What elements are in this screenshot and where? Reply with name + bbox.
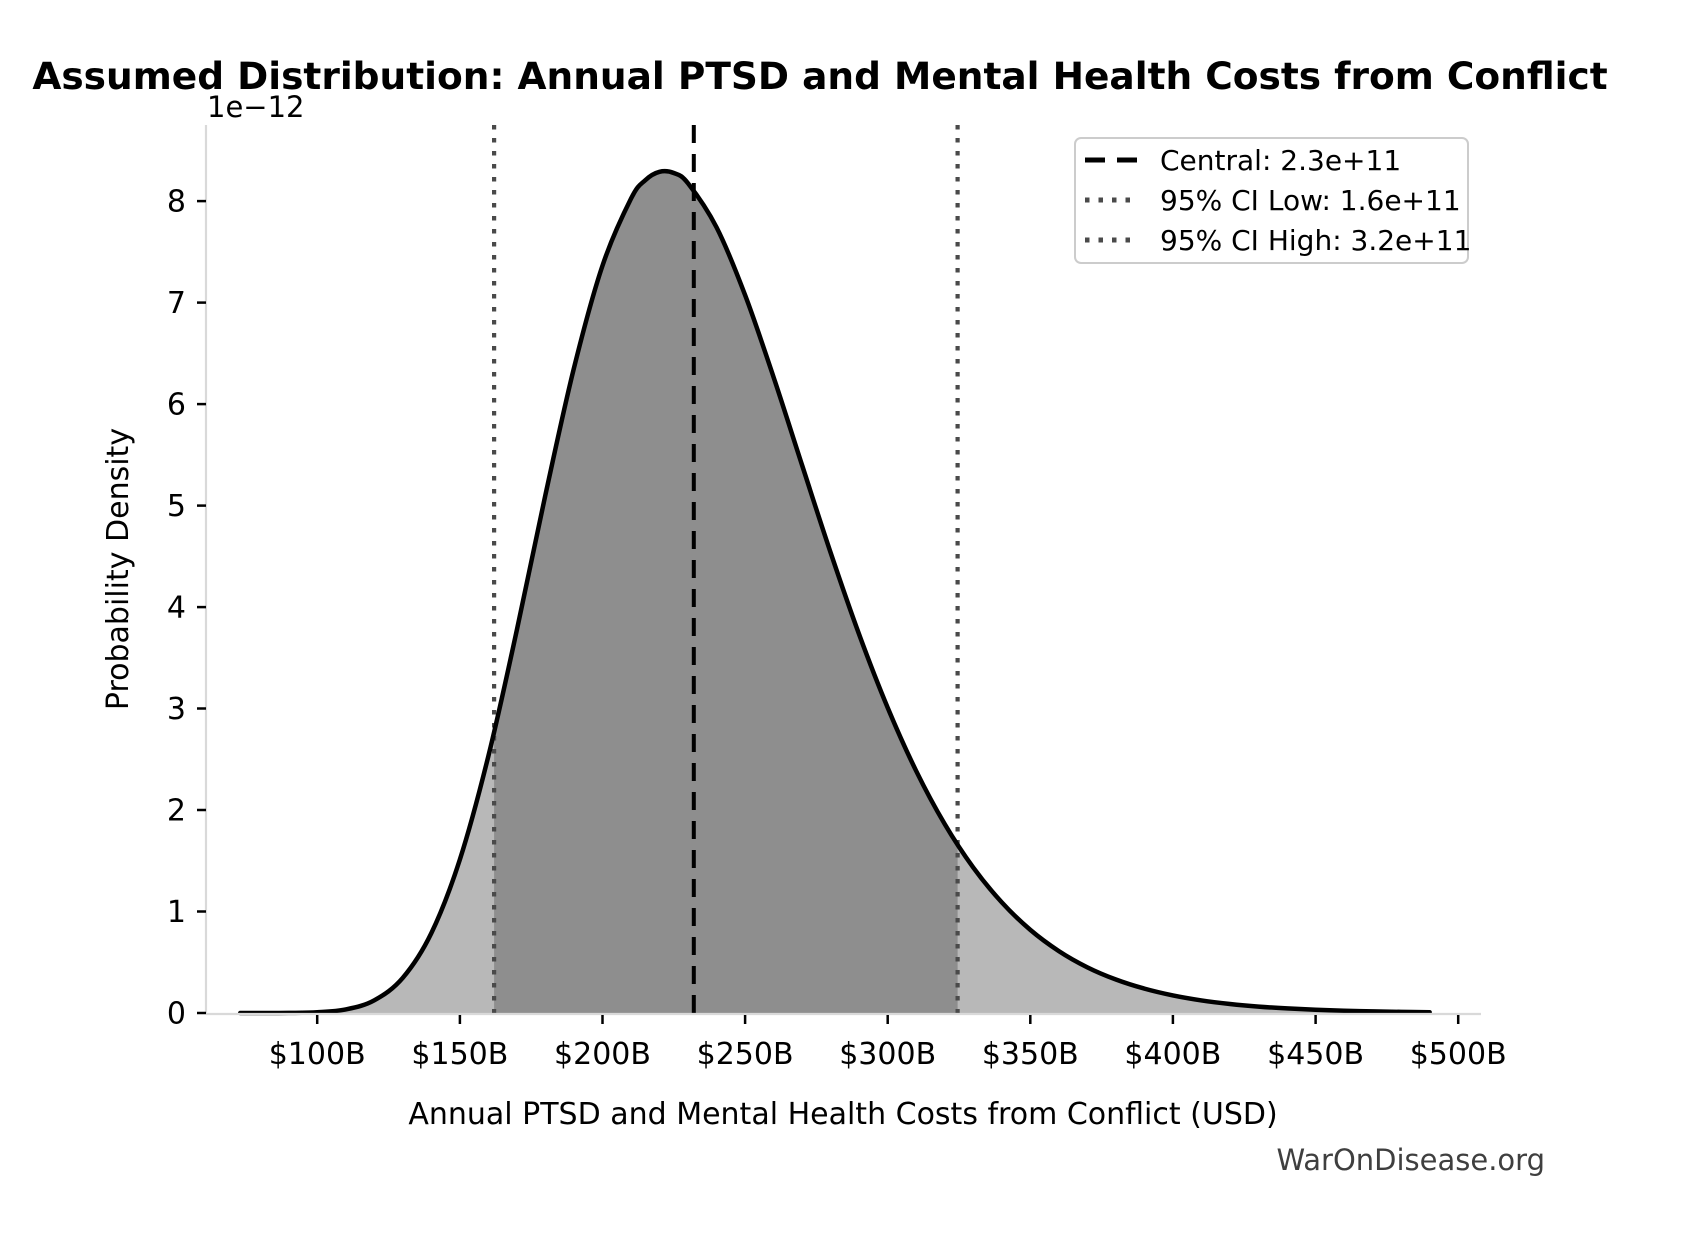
x-tick-label: $350B	[982, 1037, 1079, 1072]
y-tick-label: 4	[167, 591, 186, 626]
legend-label-central: Central: 2.3e+11	[1160, 144, 1401, 177]
x-tick-label: $100B	[269, 1037, 366, 1072]
ci-band-fill	[494, 171, 958, 1013]
y-axis-offset-label: 1e−12	[207, 90, 305, 124]
x-tick-label: $400B	[1124, 1037, 1221, 1072]
y-tick-label: 6	[167, 388, 186, 423]
x-tick-label: $150B	[411, 1037, 508, 1072]
y-tick-label: 5	[167, 489, 186, 524]
y-tick-label: 0	[167, 997, 186, 1032]
legend-box	[1074, 137, 1469, 264]
x-tick-label: $200B	[554, 1037, 651, 1072]
x-tick-label: $500B	[1410, 1037, 1507, 1072]
density-curve	[237, 168, 1432, 1016]
y-tick-label: 2	[167, 794, 186, 829]
chart-title: Assumed Distribution: Annual PTSD and Me…	[32, 54, 1607, 98]
x-tick-label: $250B	[697, 1037, 794, 1072]
watermark: WarOnDisease.org	[1276, 1143, 1545, 1177]
y-axis-label: Probability Density	[101, 428, 136, 710]
x-tick-label: $300B	[839, 1037, 936, 1072]
x-axis-label: Annual PTSD and Mental Health Costs from…	[408, 1097, 1277, 1132]
y-tick-label: 1	[167, 895, 186, 930]
legend-label-ci-high: 95% CI High: 3.2e+11	[1160, 224, 1471, 257]
legend: Central: 2.3e+11 95% CI Low: 1.6e+11 95%…	[1074, 137, 1471, 264]
y-tick-label: 7	[167, 286, 186, 321]
y-tick-label: 8	[167, 185, 186, 220]
legend-samples	[1085, 157, 1139, 243]
x-tick-label: $450B	[1267, 1037, 1364, 1072]
y-tick-label: 3	[167, 692, 186, 727]
legend-label-ci-low: 95% CI Low: 1.6e+11	[1160, 184, 1461, 217]
plot-area: $100B $150B $200B $250B $300B $350B $400B $450B…	[167, 125, 1507, 1072]
